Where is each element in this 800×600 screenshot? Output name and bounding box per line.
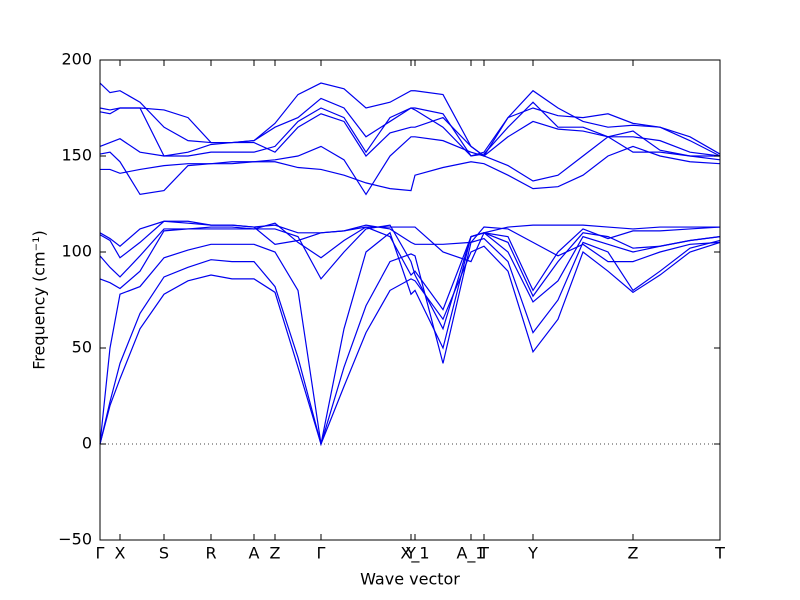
x-tick-label: R [205,544,216,563]
band-line [99,113,721,157]
band-line [99,222,721,311]
y-tick-label: 50 [72,338,92,357]
y-axis-label: Frequency (cm⁻¹) [30,230,49,369]
band-line [99,231,721,445]
band-line [99,237,721,447]
x-tick-label: Y [405,544,416,563]
x-tick-label: Z [628,544,639,563]
y-tick-label: 100 [61,242,92,261]
band-line [99,97,721,157]
band-line [99,241,721,446]
x-tick-label: T [714,544,725,563]
band-line [99,130,721,196]
x-tick-label: Γ [317,544,326,563]
plot-frame [99,59,721,541]
x-tick-label: Γ [96,544,105,563]
x-tick-label: Y [527,544,538,563]
x-tick-label: Z [270,544,281,563]
band-line [99,220,720,263]
y-tick-label: 200 [61,50,92,69]
y-tick-label: 0 [82,434,92,453]
band-line [99,224,721,331]
band-line [99,82,721,157]
x-tick-label: A [249,544,260,563]
x-tick-label: T [478,544,489,563]
x-tick-label: S [159,544,169,563]
x-tick-label: X_1 [400,544,429,564]
band-line [99,220,721,263]
x-axis-label: Wave vector [360,570,460,589]
y-tick-label: 150 [61,146,92,165]
x-tick-label: X [115,544,126,563]
band-line [100,145,721,192]
band-line [99,101,720,157]
y-tick-label: −50 [58,530,92,549]
x-tick-label: A_1 [456,544,485,564]
